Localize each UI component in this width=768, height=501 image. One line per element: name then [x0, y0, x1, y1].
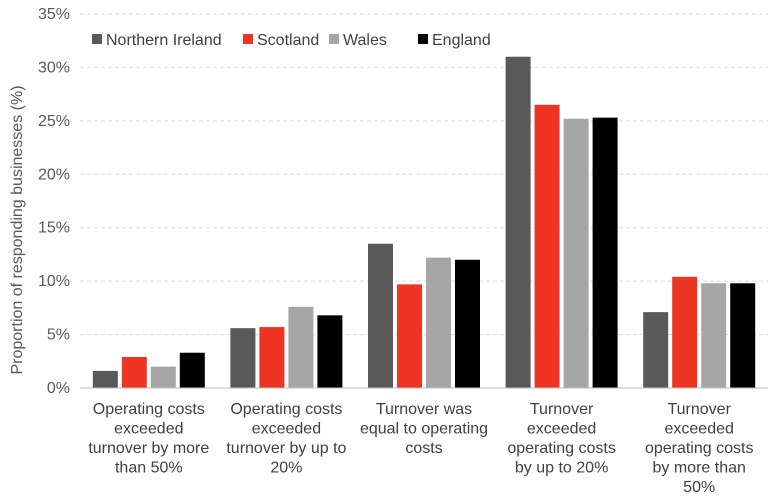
legend-swatch	[329, 34, 339, 44]
x-category-label-line: exceeded	[252, 421, 321, 438]
bar-wales	[426, 257, 451, 388]
legend-label: England	[432, 32, 491, 49]
x-category-label-line: equal to operating	[360, 421, 488, 438]
y-axis-ticks: 0% 5% 10% 15% 20% 25% 30% 35%	[38, 6, 70, 397]
bar-scotland	[672, 276, 698, 388]
gridlines	[80, 13, 768, 336]
legend-swatch	[418, 34, 428, 44]
y-tick-label: 35%	[38, 6, 70, 23]
bar-wales	[150, 366, 176, 388]
bar-scotland	[534, 104, 560, 388]
bar-england	[455, 259, 480, 388]
y-tick-label: 0%	[47, 380, 70, 397]
bar-england	[317, 315, 343, 388]
bar-england	[179, 352, 205, 388]
legend-swatch	[92, 34, 102, 44]
x-category-label-line: operating costs	[645, 440, 754, 457]
bar-wales	[288, 306, 314, 388]
y-tick-label: 15%	[38, 220, 70, 237]
bar-england	[592, 117, 618, 388]
x-category-label: Turnover was equal to operating costs	[360, 401, 488, 457]
x-category-label: Turnover exceeded operating costs by more t…	[645, 401, 754, 496]
bar-northern-ireland	[230, 328, 256, 388]
x-category-label-line: 50%	[683, 479, 715, 496]
bar-england	[730, 283, 756, 388]
y-tick-label: 20%	[38, 166, 70, 183]
y-axis-title: Proportion of responding businesses (%)	[9, 85, 26, 374]
bar-northern-ireland	[368, 243, 393, 388]
y-tick-label: 25%	[38, 113, 70, 130]
x-category-label-line: Turnover	[667, 401, 731, 418]
x-category-label: Operating costs exceeded turnover by up to…	[226, 401, 346, 477]
bar-wales	[563, 118, 589, 388]
legend: Northern Ireland Scotland Wales England	[92, 32, 491, 49]
bar-scotland	[259, 327, 285, 388]
legend-label: Scotland	[257, 32, 319, 49]
x-category-label-line: by up to 20%	[515, 460, 608, 477]
legend-label: Northern Ireland	[106, 32, 222, 49]
x-category-label-line: Operating costs	[93, 401, 205, 418]
x-category-label-line: exceeded	[665, 421, 734, 438]
x-category-label-line: costs	[405, 440, 442, 457]
x-category-label-line: exceeded	[527, 421, 596, 438]
x-category-label-line: by more than	[653, 460, 746, 477]
legend-label: Wales	[343, 32, 387, 49]
x-axis-category-labels: Operating costs exceeded turnover by more t…	[88, 401, 753, 496]
x-category-label-line: 20%	[270, 460, 302, 477]
bar-northern-ireland	[505, 56, 531, 388]
x-category-label-line: Turnover	[530, 401, 594, 418]
x-category-label: Operating costs exceeded turnover by more t…	[88, 401, 209, 477]
bar-scotland	[397, 284, 422, 388]
y-tick-label: 10%	[38, 273, 70, 290]
x-category-label: Turnover exceeded operating costs by up to …	[507, 401, 616, 477]
bar-northern-ireland	[92, 370, 118, 388]
bar-scotland	[121, 357, 147, 388]
y-tick-label: 5%	[47, 327, 70, 344]
bar-wales	[701, 283, 727, 388]
x-category-label-line: turnover by more	[88, 440, 209, 457]
x-category-label-line: than 50%	[115, 460, 183, 477]
x-category-label-line: Operating costs	[230, 401, 342, 418]
legend-swatch	[243, 34, 253, 44]
bars	[92, 56, 756, 388]
x-category-label-line: turnover by up to	[226, 440, 346, 457]
x-category-label-line: exceeded	[114, 421, 183, 438]
x-category-label-line: Turnover was	[376, 401, 472, 418]
y-tick-label: 30%	[38, 59, 70, 76]
bar-northern-ireland	[643, 312, 669, 388]
x-category-label-line: operating costs	[507, 440, 616, 457]
